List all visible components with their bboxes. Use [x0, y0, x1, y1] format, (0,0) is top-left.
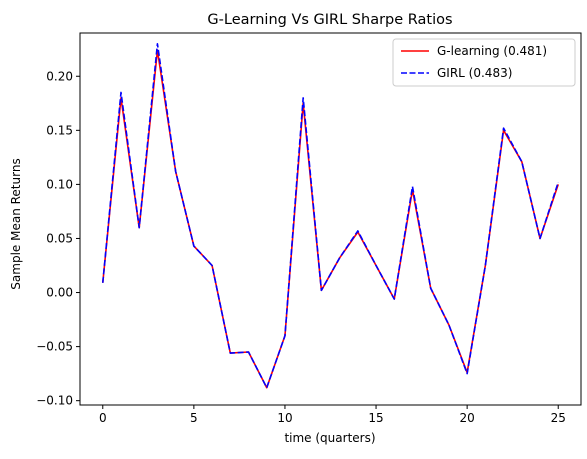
y-tick-label: 0.15: [46, 123, 73, 137]
x-tick-label: 20: [459, 411, 474, 425]
y-axis-label: Sample Mean Returns: [9, 158, 23, 289]
x-tick-label: 10: [277, 411, 292, 425]
x-axis-label: time (quarters): [284, 431, 375, 445]
x-tick-label: 0: [99, 411, 107, 425]
y-tick-label: 0.10: [46, 177, 73, 191]
x-tick-label: 15: [368, 411, 383, 425]
y-tick-label: −0.10: [36, 394, 73, 408]
legend-label-1: GIRL (0.483): [437, 66, 512, 80]
y-tick-label: 0.05: [46, 231, 73, 245]
chart-title: G-Learning Vs GIRL Sharpe Ratios: [207, 12, 452, 28]
series-line-1: [101, 43, 559, 389]
legend-box: [392, 38, 576, 87]
x-tick-label: 5: [190, 411, 198, 425]
y-tick-label: 0.20: [46, 69, 73, 83]
y-tick-label: 0.00: [46, 286, 73, 300]
x-tick-label: 25: [551, 411, 566, 425]
plot-frame: [79, 32, 582, 406]
series-layer: [101, 43, 559, 389]
axes-layer: 0 5 10 15 20 25 −0.10 −0.05 0.00 0.05 0.10 0.15 0.20: [36, 32, 582, 425]
legend-label-0: G-learning (0.481): [437, 44, 547, 58]
y-tick-label: −0.05: [36, 340, 73, 354]
legend: G-learning (0.481) GIRL (0.483): [392, 38, 576, 87]
